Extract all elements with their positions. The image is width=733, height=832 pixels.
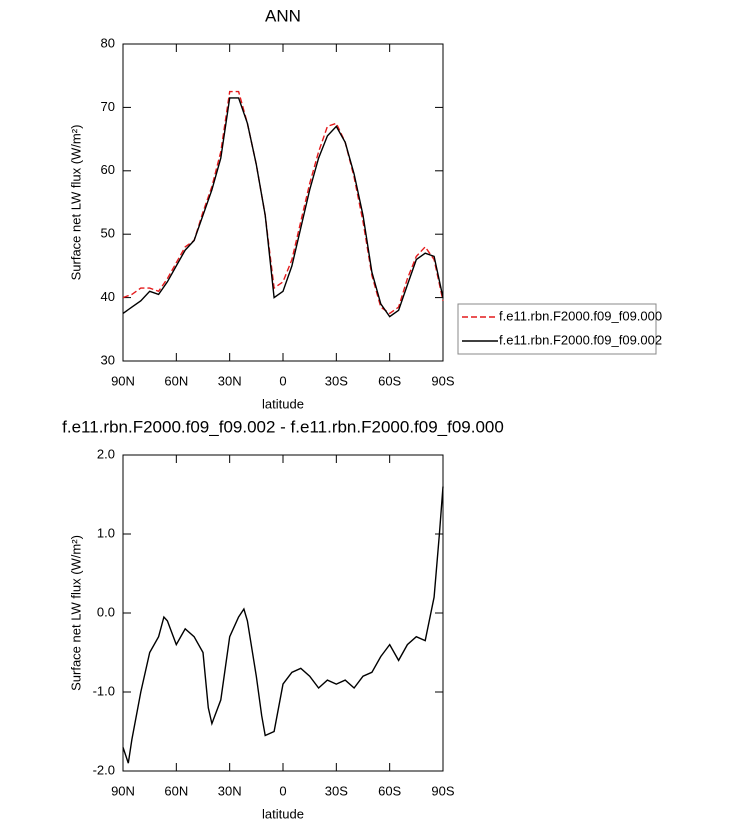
legend-label: f.e11.rbn.F2000.f09_f09.002 [499, 332, 662, 347]
x-tick-label: 30S [325, 783, 348, 798]
legend-box [457, 303, 657, 355]
data-line [122, 486, 444, 764]
x-tick-label: 30N [218, 783, 242, 798]
x-tick-label: 90N [111, 373, 135, 388]
y-tick-label: -2.0 [93, 762, 115, 777]
y-axis-label: Surface net LW flux (W/m²) [68, 125, 83, 281]
y-axis-label: Surface net LW flux (W/m²) [68, 535, 83, 691]
x-tick-label: 60S [378, 373, 401, 388]
y-tick-label: 2.0 [97, 446, 115, 461]
legend-label: f.e11.rbn.F2000.f09_f09.000 [499, 308, 662, 323]
chart-title: ANN [265, 6, 301, 25]
x-tick-label: 60S [378, 783, 401, 798]
data-line [122, 90, 444, 315]
x-tick-label: 90N [111, 783, 135, 798]
y-tick-label: 40 [101, 289, 115, 304]
data-line [122, 97, 444, 318]
x-tick-label: 0 [279, 373, 286, 388]
x-axis-label: latitude [262, 806, 304, 821]
x-tick-label: 30N [218, 373, 242, 388]
y-tick-label: 30 [101, 352, 115, 367]
y-tick-label: 70 [101, 99, 115, 114]
y-tick-label: 1.0 [97, 525, 115, 540]
y-tick-label: 80 [101, 35, 115, 50]
chart-title: f.e11.rbn.F2000.f09_f09.002 - f.e11.rbn.… [62, 417, 504, 436]
y-tick-label: 60 [101, 162, 115, 177]
x-tick-label: 30S [325, 373, 348, 388]
y-tick-label: 50 [101, 226, 115, 241]
y-tick-label: -1.0 [93, 683, 115, 698]
x-tick-label: 60N [164, 373, 188, 388]
x-tick-label: 90S [431, 783, 454, 798]
x-tick-label: 60N [164, 783, 188, 798]
x-tick-label: 0 [279, 783, 286, 798]
x-axis-label: latitude [262, 396, 304, 411]
x-tick-label: 90S [431, 373, 454, 388]
plot-frame [122, 454, 444, 772]
y-tick-label: 0.0 [97, 604, 115, 619]
